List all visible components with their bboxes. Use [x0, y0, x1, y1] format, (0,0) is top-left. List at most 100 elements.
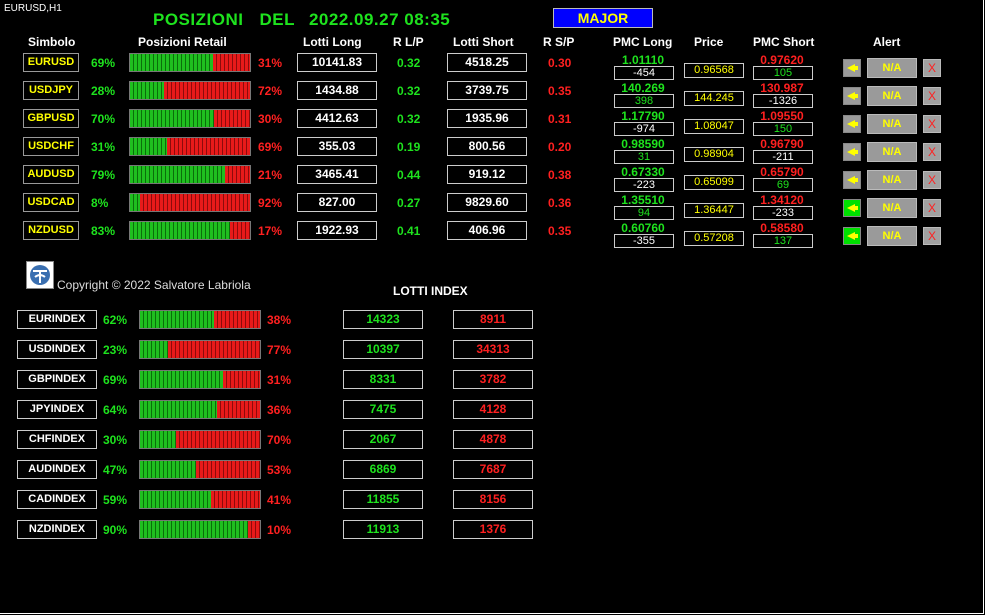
index-button-chfindex[interactable]: CHFINDEX	[17, 430, 97, 449]
index-button-usdindex[interactable]: USDINDEX	[17, 340, 97, 359]
alert-toggle-icon[interactable]	[843, 143, 861, 161]
index-lotti-long: 8331	[343, 370, 423, 389]
ratio-long: 0.32	[397, 112, 421, 126]
pmc-short-value: 130.987	[760, 81, 804, 95]
index-button-gbpindex[interactable]: GBPINDEX	[17, 370, 97, 389]
title-word-del: DEL	[259, 10, 295, 29]
index-short-percent: 77%	[267, 343, 292, 357]
copyright-text: Copyright © 2022 Salvatore Labriola	[57, 278, 251, 292]
short-fill	[196, 461, 260, 478]
alert-level-button[interactable]: N/A	[867, 86, 917, 106]
long-fill	[140, 401, 217, 418]
pmc-short-diff: 150	[753, 122, 813, 136]
remove-alert-button[interactable]: X	[923, 87, 941, 105]
index-button-eurindex[interactable]: EURINDEX	[17, 310, 97, 329]
short-percent: 69%	[258, 140, 283, 154]
short-fill	[167, 341, 260, 358]
index-position-bar	[139, 520, 261, 539]
alert-toggle-icon[interactable]	[843, 171, 861, 189]
lotti-long-value: 1922.93	[297, 221, 377, 240]
pmc-short-diff: 69	[753, 178, 813, 192]
long-fill	[130, 82, 164, 99]
index-long-percent: 47%	[103, 463, 128, 477]
page-title: POSIZIONI DEL 2022.09.27 08:35	[153, 10, 450, 30]
pmc-short-value: 1.09550	[760, 109, 804, 123]
long-fill	[130, 138, 168, 155]
index-position-bar	[139, 400, 261, 419]
title-word-posizioni: POSIZIONI	[153, 10, 244, 29]
remove-alert-button[interactable]: X	[923, 227, 941, 245]
lotti-short-value: 3739.75	[447, 81, 527, 100]
price-value: 0.98904	[684, 147, 744, 162]
index-button-jpyindex[interactable]: JPYINDEX	[17, 400, 97, 419]
index-button-cadindex[interactable]: CADINDEX	[17, 490, 97, 509]
alert-toggle-icon[interactable]	[843, 59, 861, 77]
index-lotti-short: 4128	[453, 400, 533, 419]
author-logo	[26, 261, 54, 289]
index-button-nzdindex[interactable]: NZDINDEX	[17, 520, 97, 539]
alert-level-button[interactable]: N/A	[867, 114, 917, 134]
alert-level-button[interactable]: N/A	[867, 58, 917, 78]
symbol-button-eurusd[interactable]: EURUSD	[23, 53, 79, 72]
short-fill	[229, 222, 250, 239]
major-button[interactable]: MAJOR	[553, 8, 653, 28]
remove-alert-button[interactable]: X	[923, 143, 941, 161]
index-long-percent: 90%	[103, 523, 128, 537]
megaphone-icon	[847, 204, 858, 212]
pmc-short-value: 0.65790	[760, 165, 804, 179]
remove-alert-button[interactable]: X	[923, 171, 941, 189]
lotti-short-value: 1935.96	[447, 109, 527, 128]
pmc-short-value: 1.34120	[760, 193, 804, 207]
megaphone-icon	[847, 92, 858, 100]
short-fill	[212, 54, 250, 71]
pmc-long-diff: -223	[614, 178, 674, 192]
price-value: 1.36447	[684, 203, 744, 218]
index-lotti-short: 7687	[453, 460, 533, 479]
pmc-long-value: 140.269	[621, 81, 665, 95]
pmc-short-diff: -233	[753, 206, 813, 220]
symbol-button-usdchf[interactable]: USDCHF	[23, 137, 79, 156]
lotti-short-value: 9829.60	[447, 193, 527, 212]
short-fill	[176, 431, 260, 448]
long-percent: 31%	[91, 140, 116, 154]
alert-level-button[interactable]: N/A	[867, 198, 917, 218]
header-posizioni-retail: Posizioni Retail	[138, 35, 227, 49]
header-r-sp: R S/P	[543, 35, 575, 49]
remove-alert-button[interactable]: X	[923, 115, 941, 133]
symbol-button-usdcad[interactable]: USDCAD	[23, 193, 79, 212]
symbol-button-usdjpy[interactable]: USDJPY	[23, 81, 79, 100]
lotti-long-value: 1434.88	[297, 81, 377, 100]
ratio-long: 0.27	[397, 196, 421, 210]
long-fill	[130, 54, 213, 71]
retail-position-bar	[129, 81, 251, 100]
index-lotti-short: 34313	[453, 340, 533, 359]
ratio-long: 0.32	[397, 56, 421, 70]
alert-level-button[interactable]: N/A	[867, 142, 917, 162]
index-short-percent: 31%	[267, 373, 292, 387]
symbol-button-gbpusd[interactable]: GBPUSD	[23, 109, 79, 128]
symbol-button-audusd[interactable]: AUDUSD	[23, 165, 79, 184]
index-lotti-short: 3782	[453, 370, 533, 389]
lotti-short-value: 919.12	[447, 165, 527, 184]
long-percent: 70%	[91, 112, 116, 126]
alert-toggle-icon[interactable]	[843, 227, 861, 245]
index-button-audindex[interactable]: AUDINDEX	[17, 460, 97, 479]
alert-toggle-icon[interactable]	[843, 199, 861, 217]
alert-toggle-icon[interactable]	[843, 87, 861, 105]
symbol-button-nzdusd[interactable]: NZDUSD	[23, 221, 79, 240]
ratio-short: 0.35	[548, 84, 572, 98]
alert-toggle-icon[interactable]	[843, 115, 861, 133]
index-long-percent: 69%	[103, 373, 128, 387]
long-fill	[140, 371, 223, 388]
remove-alert-button[interactable]: X	[923, 199, 941, 217]
remove-alert-button[interactable]: X	[923, 59, 941, 77]
price-value: 1.08047	[684, 119, 744, 134]
alert-level-button[interactable]: N/A	[867, 226, 917, 246]
pmc-short-diff: -1326	[753, 94, 813, 108]
alert-level-button[interactable]: N/A	[867, 170, 917, 190]
index-position-bar	[139, 370, 261, 389]
short-fill	[248, 521, 260, 538]
long-percent: 79%	[91, 168, 116, 182]
index-long-percent: 59%	[103, 493, 128, 507]
